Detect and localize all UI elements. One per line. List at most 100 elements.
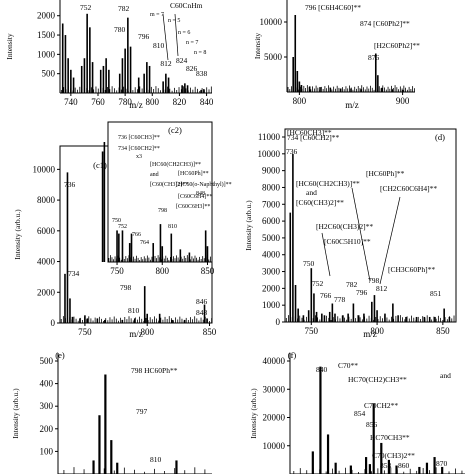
annotation: [HC60CH3]** <box>287 128 332 137</box>
annotation: 750 <box>112 218 121 224</box>
x-tick-label: 840 <box>200 97 214 107</box>
annotation: C60CnHm <box>170 1 203 10</box>
y-tick-label: 0 <box>51 318 56 328</box>
annotation: HC70(CH2)CH3** <box>348 375 407 384</box>
annotation: 810 <box>150 455 162 464</box>
annotation: 812 <box>376 284 388 293</box>
y-tick-label: 6000 <box>262 216 281 226</box>
panel-f: 10000 20000 30000 40000 Intensity (arb.u.) (f… <box>249 350 465 474</box>
annotation: [HC60(CH2CH3)]** <box>296 179 360 188</box>
annotation: 876 <box>368 53 380 62</box>
annotation: 796 <box>138 32 150 41</box>
annotation: 734 [C60CH2]** <box>287 133 340 142</box>
panel-c2-inset: 750 800 850 (c2) 736 [C60CH3]** 734 [C60CH2]*… <box>101 121 232 276</box>
annotation: and <box>150 172 159 178</box>
annotation: C70** <box>338 361 358 370</box>
y-tick-label: 1000 <box>37 49 56 59</box>
panel-a: 740 760 780 800 820 840 500 1000 1500 2000 Intensi… <box>5 0 214 110</box>
annotation: 810 <box>168 224 177 230</box>
y-tick-label: 500 <box>40 356 54 366</box>
annotation: [HC60Ph]** <box>178 171 209 177</box>
y-tick-label: 20000 <box>263 413 286 423</box>
y-tick-label: 10000 <box>263 441 286 451</box>
y-axis-label: Intensity <box>253 33 262 59</box>
y-tick-label: 2000 <box>37 11 56 21</box>
annotation: 810 <box>128 306 140 315</box>
annotation: 798 <box>120 283 132 292</box>
y-tick-label: 9000 <box>262 166 281 176</box>
x-tick-label: 760 <box>91 97 105 107</box>
x-tick-label: 850 <box>203 327 217 337</box>
y-tick-label: 8000 <box>262 182 281 192</box>
annotation: [HC60(o-Naphthyl)]** <box>176 181 232 188</box>
y-tick-label: 5000 <box>262 233 281 243</box>
y-tick-label: 40000 <box>263 356 286 366</box>
panel-e: 100 200 300 400 500 Intensity (arb.u.) (e) 798 … <box>11 350 212 474</box>
annotation: 764 <box>140 240 149 246</box>
annotation: [C60C6H3]** <box>176 204 210 210</box>
panel-label-d: (d) <box>435 132 445 142</box>
annotation: 846 <box>196 297 208 306</box>
panel-label-c1: (c1) <box>93 160 107 170</box>
annotation: 778 <box>334 295 346 304</box>
annotation: 752 <box>118 224 127 230</box>
annotation-leader <box>379 196 401 285</box>
y-tick-label: 3000 <box>262 267 281 277</box>
annotation: HC70CH3** <box>370 433 410 442</box>
annotation: 766 <box>320 291 332 300</box>
annotation: [C60(CH3)2]** <box>296 198 344 207</box>
annotation: [C60(CH3)2]** <box>150 181 188 188</box>
annotation: 824 <box>176 56 188 65</box>
x-tick-label: 800 <box>146 97 160 107</box>
x-tick-label: 850 <box>201 266 215 276</box>
y-tick-label: 4000 <box>37 257 56 267</box>
annotation: 810 <box>153 41 165 50</box>
panel-label-f: (f) <box>288 350 297 360</box>
x-tick-label: 820 <box>173 97 187 107</box>
annotation: 782 <box>118 4 130 13</box>
x-tick-label: 740 <box>64 97 78 107</box>
annotation: 848 <box>196 308 208 317</box>
annotation: 736 [C60CH3]** <box>118 135 160 141</box>
annotation: [C60C5H10]** <box>324 237 371 246</box>
y-tick-label: 30000 <box>263 384 286 394</box>
annotation: 798 HC60Ph** <box>131 366 178 375</box>
annotation: 798 <box>158 208 167 214</box>
annotation: n = 6 <box>178 30 190 36</box>
annotation: 826 <box>186 64 198 73</box>
x-tick-label: 800 <box>293 96 307 106</box>
annotation: n = 8 <box>194 50 206 56</box>
y-tick-label: 11000 <box>258 132 281 142</box>
x-tick-label: 800 <box>370 326 384 336</box>
x-axis-label: m/z <box>129 100 143 110</box>
panel-b: 800 900 5000 10000 Intensity m/z 796 [C6H4C60]… <box>253 0 420 110</box>
annotation-leader <box>351 187 371 282</box>
annotation: [HC60(CH2CH3)]** <box>150 161 201 168</box>
annotation: 860 <box>398 461 410 470</box>
annotation: 798 <box>368 276 380 285</box>
annotation: 797 <box>136 407 148 416</box>
annotation: 851 <box>430 289 442 298</box>
y-tick-label: 2000 <box>262 283 281 293</box>
annotation: 780 <box>114 25 126 34</box>
annotation: 874 [C60Ph2]** <box>360 19 410 28</box>
y-tick-label: 10000 <box>260 17 283 27</box>
annotation: and <box>440 371 451 380</box>
y-axis-label: Intensity (arb.u.) <box>11 388 20 439</box>
annotation: m = 7 <box>150 12 164 18</box>
annotation: [C60C6H4]** <box>178 194 212 200</box>
y-tick-label: 6000 <box>37 226 56 236</box>
y-axis-label: Intensity <box>5 33 14 59</box>
x-tick-label: 750 <box>78 327 92 337</box>
annotation: 750 <box>303 259 315 268</box>
annotation: 782 <box>346 280 358 289</box>
panel-c1: 750 800 850 0 2000 4000 6000 8000 10000 Intensity… <box>13 145 217 339</box>
y-tick-label: 500 <box>42 69 56 79</box>
y-tick-label: 4000 <box>262 250 281 260</box>
annotation: 796 <box>356 288 368 297</box>
y-tick-label: 5000 <box>264 52 283 62</box>
annotation: 840 <box>316 365 328 374</box>
x-tick-label: 750 <box>110 266 124 276</box>
annotation: 856 <box>366 420 378 429</box>
annotation: [H2C60(CH3)2]** <box>316 222 373 231</box>
